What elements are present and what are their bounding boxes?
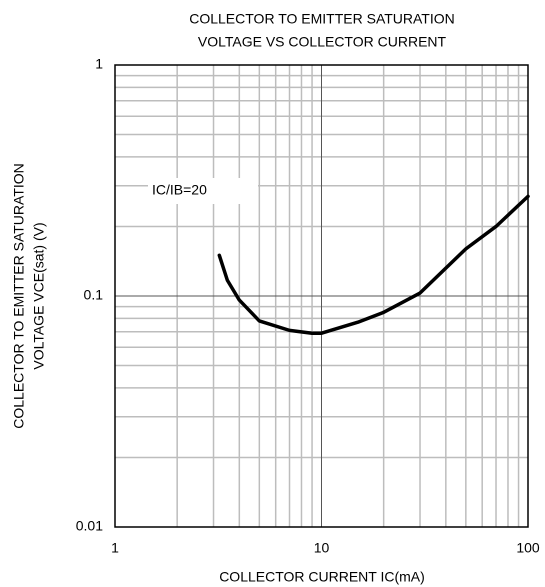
plot-frame	[114, 64, 529, 528]
y-tick-label: 0.1	[84, 287, 104, 303]
y-tick-label: 1	[95, 56, 103, 72]
chart-title: VOLTAGE VS COLLECTOR CURRENT	[198, 34, 447, 50]
x-tick-label: 100	[516, 540, 540, 556]
y-axis-label: VOLTAGE VCE(sat) (V)	[31, 222, 47, 369]
annotation: IC/IB=20	[152, 182, 207, 198]
annotation-box	[148, 178, 258, 204]
chart-title: COLLECTOR TO EMITTER SATURATION	[189, 11, 455, 27]
x-tick-label: 10	[314, 540, 330, 556]
y-axis-label: COLLECTOR TO EMITTER SATURATION	[11, 163, 27, 429]
x-tick-label: 1	[111, 540, 119, 556]
y-tick-label: 0.01	[76, 518, 103, 534]
x-axis-label: COLLECTOR CURRENT IC(mA)	[219, 569, 425, 585]
line	[217, 194, 530, 335]
